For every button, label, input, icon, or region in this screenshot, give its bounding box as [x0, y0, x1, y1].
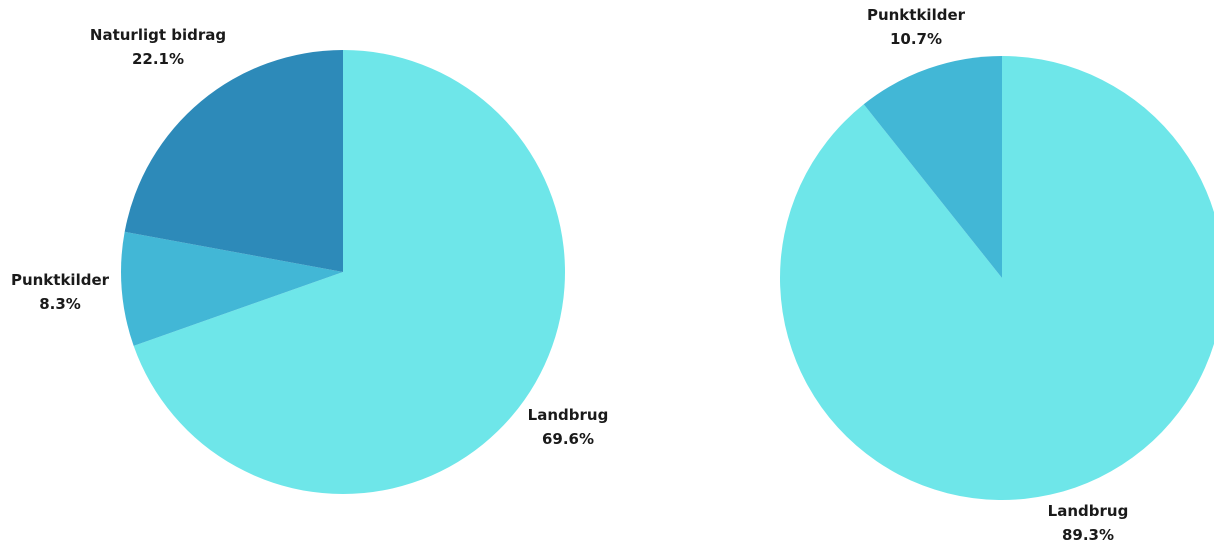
- pie-slice-punktkilder: [121, 231, 343, 346]
- pie-slice-landbrug: [780, 56, 1214, 500]
- slice-name: Punktkilder: [867, 6, 966, 24]
- pie-chart-right: Landbrug 89.3% Punktkilder 10.7%: [780, 6, 1214, 544]
- slice-name: Landbrug: [1048, 502, 1129, 520]
- slice-value: 8.3%: [39, 295, 81, 313]
- slice-label-punktkilder: Punktkilder 10.7%: [867, 6, 966, 48]
- slice-value: 22.1%: [132, 50, 184, 68]
- slice-label-landbrug: Landbrug 89.3%: [1048, 502, 1129, 544]
- slice-value: 10.7%: [890, 30, 942, 48]
- slice-label-landbrug: Landbrug 69.6%: [528, 406, 609, 448]
- pie-slice-naturligt-bidrag: [124, 50, 344, 272]
- pie-chart-left: Landbrug 69.6% Punktkilder 8.3% Naturligt bi…: [11, 26, 608, 494]
- pie-slice-punktkilder: [863, 56, 1002, 278]
- pie-slice-landbrug: [133, 50, 566, 494]
- slice-name: Naturligt bidrag: [90, 26, 226, 44]
- slice-label-punktkilder: Punktkilder 8.3%: [11, 271, 110, 313]
- slice-name: Landbrug: [528, 406, 609, 424]
- slice-name: Punktkilder: [11, 271, 110, 289]
- slice-value: 69.6%: [542, 430, 594, 448]
- slice-label-naturligt-bidrag: Naturligt bidrag 22.1%: [90, 26, 226, 68]
- slice-value: 89.3%: [1062, 526, 1114, 544]
